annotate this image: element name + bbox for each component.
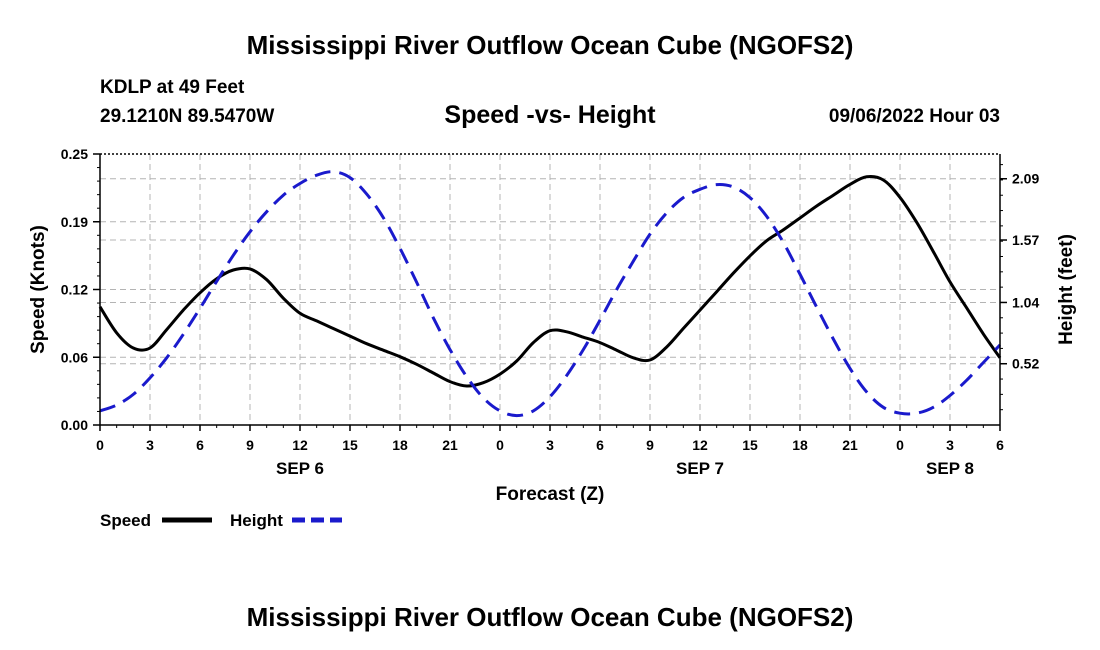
x-tick-label: 9 [646, 437, 654, 453]
x-tick-label: 3 [546, 437, 554, 453]
x-tick-label: 0 [896, 437, 904, 453]
x-tick-label: 3 [946, 437, 954, 453]
x-tick-label: 12 [292, 437, 308, 453]
series-line-speed [98, 174, 1002, 388]
x-tick-label: 21 [442, 437, 458, 453]
x-tick-label: 21 [842, 437, 858, 453]
run-time-label: 09/06/2022 Hour 03 [828, 106, 1000, 127]
x-tick-label: 3 [146, 437, 154, 453]
y-tick-label: 0.25 [61, 146, 88, 162]
y-tick-label: 0.12 [61, 282, 88, 298]
main-title: Mississippi River Outflow Ocean Cube (NG… [246, 30, 854, 60]
x-tick-label: 18 [392, 437, 408, 453]
y2-axis-title: Height (feet) [1056, 234, 1077, 345]
x-tick-label: 6 [996, 437, 1004, 453]
y-tick-label: 0.00 [61, 417, 88, 433]
x-tick-label: 15 [342, 437, 358, 453]
x-tick-label: 12 [692, 437, 708, 453]
coordinates-label: 29.1210N 89.5470W [100, 106, 275, 127]
y-tick-label: 0.19 [61, 214, 88, 230]
x-tick-label: 6 [596, 437, 604, 453]
footer-title: Mississippi River Outflow Ocean Cube (NG… [246, 602, 854, 632]
y-axis-title: Speed (Knots) [28, 225, 49, 354]
grid [100, 154, 1000, 425]
x-tick-label: 15 [742, 437, 758, 453]
x-tick-label: 6 [196, 437, 204, 453]
x-tick-label: 0 [96, 437, 104, 453]
legend: Speed Height [100, 511, 342, 530]
y2-tick-label: 0.52 [1012, 356, 1039, 372]
legend-speed-label: Speed [100, 511, 151, 530]
axes: 0 3 6 9 12 15 18 21 0 3 6 9 12 15 18 21 0 3 6 0.00 0.06 0.12 0… [28, 146, 1077, 505]
y2-tick-label: 1.04 [1012, 294, 1039, 310]
x-tick-label: 0 [496, 437, 504, 453]
x-axis-title: Forecast (Z) [496, 484, 605, 505]
series-layer [98, 170, 1002, 418]
y2-tick-label: 1.57 [1012, 232, 1039, 248]
series-line-height [99, 170, 1002, 418]
legend-height-label: Height [230, 511, 283, 530]
y-tick-label: 0.06 [61, 349, 88, 365]
date-label: SEP 7 [676, 459, 724, 478]
date-label: SEP 8 [926, 459, 974, 478]
station-label: KDLP at 49 Feet [100, 77, 245, 98]
y2-tick-label: 2.09 [1012, 171, 1039, 187]
date-label: SEP 6 [276, 459, 324, 478]
chart-title: Speed -vs- Height [444, 101, 656, 129]
x-tick-label: 9 [246, 437, 254, 453]
x-tick-label: 18 [792, 437, 808, 453]
